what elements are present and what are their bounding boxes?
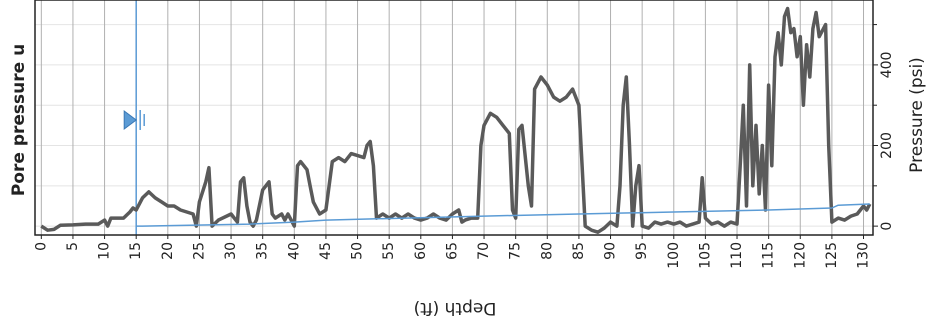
series-line: [40, 6, 872, 234]
series-line: [136, 203, 870, 227]
water-table-ticks: [139, 110, 145, 130]
x-tick-label: 25: [191, 242, 207, 260]
x-label: Depth (ft): [414, 298, 497, 318]
plot-area: [35, 0, 873, 235]
y-label-left: Pore pressure u: [9, 44, 29, 196]
x-tick-label: 90: [603, 242, 619, 260]
y-label: Pressure (psi): [907, 57, 927, 173]
x-tick-label: 55: [381, 242, 397, 260]
x-tick-label: 35: [255, 242, 271, 260]
x-tick-label: 125: [824, 242, 840, 269]
x-tick-label: 110: [729, 242, 745, 269]
x-tick-label: 65: [444, 242, 460, 260]
x-tick-label: 115: [761, 242, 777, 269]
x-tick-label: 120: [792, 242, 808, 269]
x-tick-label: 45: [318, 242, 334, 260]
x-tick-label: 100: [666, 242, 682, 269]
plot-frame: [34, 0, 874, 236]
x-tick-label: 50: [350, 242, 366, 260]
x-tick-label: 15: [128, 242, 144, 260]
x-tick-label: 20: [160, 242, 176, 260]
x-tick-label: 95: [634, 242, 650, 260]
x-tick-label: 130: [856, 242, 872, 269]
x-tick-label: 30: [223, 242, 239, 260]
y-tick-label: 200: [879, 132, 895, 159]
y-tick-label: 0: [879, 222, 895, 231]
water-table-symbol: [123, 110, 138, 130]
x-tick-label: 75: [508, 242, 524, 260]
x-tick-label: 40: [286, 242, 302, 260]
x-tick-label: 105: [697, 242, 713, 269]
x-tick-label: 85: [571, 242, 587, 260]
y-tick-label: 400: [879, 52, 895, 79]
x-tick-label: 70: [476, 242, 492, 260]
x-tick-label: 10: [97, 242, 113, 260]
x-tick-label: 80: [539, 242, 555, 260]
x-tick-label: 60: [413, 242, 429, 260]
x-tick-label: 0: [33, 242, 49, 251]
x-tick-label: 5: [65, 242, 81, 251]
